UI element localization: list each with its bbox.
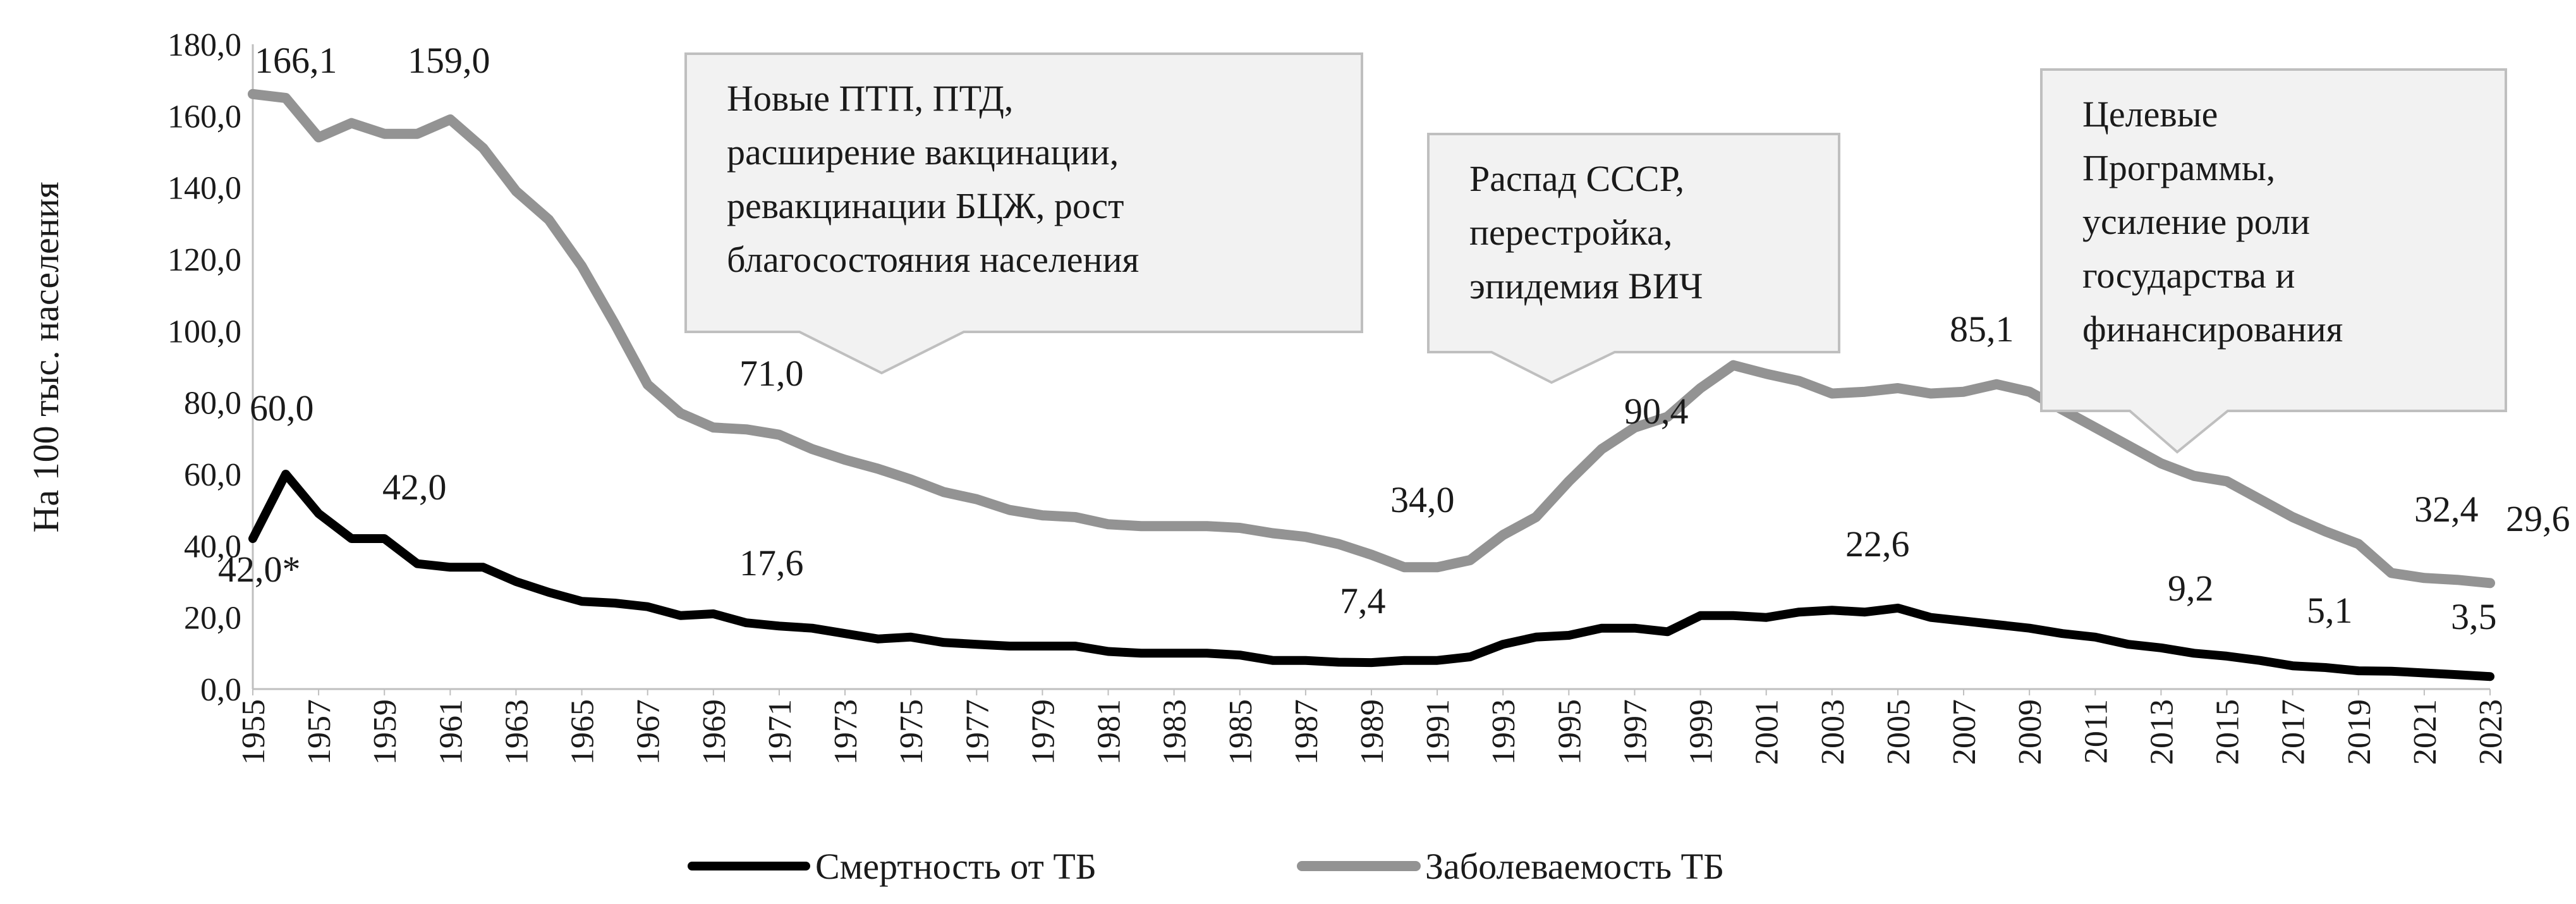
data-label: 5,1 [2307, 590, 2353, 631]
callout-text-line: благосостояния населения [727, 239, 1139, 280]
data-label: 71,0 [739, 353, 804, 394]
callout-ussr-collapse [1427, 133, 1840, 384]
x-tick-label: 1957 [301, 699, 337, 765]
y-tick-label: 140,0 [167, 171, 241, 207]
callout-text-line: Распад СССР, [1469, 158, 1684, 199]
y-axis-ticks: 0,0 20,0 40,0 60,0 80,0 100,0 120,0 140,0 160,0 1… [167, 27, 241, 708]
legend: Смертность от ТБ Заболеваемость ТБ [688, 846, 1724, 887]
data-label: 32,4 [2414, 489, 2479, 530]
x-tick-label: 2021 [2407, 699, 2443, 765]
x-tick-label: 1999 [1684, 699, 1720, 765]
callout-target-programs [2040, 68, 2507, 454]
x-tick-label: 1959 [367, 699, 403, 765]
x-tick-label: 2007 [1947, 699, 1983, 765]
x-tick-label: 2009 [2012, 699, 2048, 765]
callout-text-line: финансирования [2082, 308, 2343, 350]
callout-text-line: Целевые [2082, 94, 2218, 135]
x-tick-label: 2023 [2473, 699, 2509, 765]
callout-text-line: перестройка, [1469, 212, 1672, 253]
y-tick-label: 80,0 [184, 386, 241, 422]
x-tick-label: 1995 [1552, 699, 1588, 765]
x-tick-label: 1989 [1354, 699, 1390, 765]
x-tick-label: 1991 [1420, 699, 1456, 765]
x-tick-label: 2001 [1749, 699, 1785, 765]
x-axis-ticks: 1955 1957 1959 1961 1963 1965 1967 1969 1971 1973… [236, 689, 2509, 765]
x-tick-label: 1981 [1091, 699, 1127, 765]
x-tick-label: 2005 [1881, 699, 1917, 765]
y-tick-label: 40,0 [184, 528, 241, 565]
callout-text-line: расширение вакцинации, [727, 131, 1119, 173]
data-label: 9,2 [2168, 568, 2214, 609]
callout-text-line: усиление роли [2082, 201, 2310, 242]
x-tick-label: 1973 [828, 699, 864, 765]
x-tick-label: 1993 [1486, 699, 1522, 765]
data-label: 85,1 [1950, 308, 2014, 350]
data-labels: 166,1 159,0 71,0 34,0 90,4 85,1 32,4 29,6 42,0* 6… [218, 40, 2570, 637]
callout-text-line: Программы, [2082, 147, 2275, 188]
callout-new-drugs [684, 52, 1363, 375]
x-tick-label: 1985 [1223, 699, 1259, 765]
y-tick-label: 60,0 [184, 457, 241, 493]
x-tick-label: 2013 [2144, 699, 2180, 765]
data-label: 3,5 [2451, 596, 2497, 637]
data-label: 7,4 [1340, 580, 1386, 621]
y-axis-label: На 100 тыс. населения [25, 181, 66, 532]
x-tick-label: 2003 [1815, 699, 1851, 765]
y-tick-label: 20,0 [184, 601, 241, 637]
data-label: 90,4 [1624, 391, 1689, 432]
y-tick-label: 120,0 [167, 242, 241, 278]
x-tick-label: 1971 [762, 699, 798, 765]
data-label: 159,0 [408, 40, 490, 81]
data-label: 34,0 [1390, 479, 1455, 520]
callout-text-line: Новые ПТП, ПТД, [727, 78, 1013, 119]
y-tick-label: 180,0 [167, 27, 241, 63]
data-label: 42,0* [218, 549, 301, 590]
callout-text-line: ревакцинации БЦЖ, рост [727, 185, 1124, 226]
x-tick-label: 2015 [2210, 699, 2246, 765]
series-lines [248, 89, 2495, 681]
series-line-mortality [248, 470, 2494, 681]
callout-text-line: эпидемия ВИЧ [1469, 266, 1703, 307]
y-tick-label: 160,0 [167, 99, 241, 135]
x-tick-label: 2017 [2276, 699, 2312, 765]
data-label: 60,0 [250, 388, 314, 429]
x-tick-label: 1963 [499, 699, 535, 765]
x-tick-label: 1969 [696, 699, 732, 765]
x-tick-label: 1997 [1617, 699, 1653, 765]
x-tick-label: 1983 [1157, 699, 1193, 765]
data-label: 29,6 [2506, 498, 2570, 539]
data-label: 17,6 [739, 542, 804, 583]
legend-label: Смертность от ТБ [815, 846, 1097, 887]
x-tick-label: 1975 [894, 699, 930, 765]
y-tick-label: 0,0 [200, 672, 241, 708]
y-tick-label: 100,0 [167, 314, 241, 350]
data-label: 42,0 [382, 467, 447, 508]
x-tick-label: 1965 [565, 699, 601, 765]
data-label: 166,1 [255, 40, 337, 81]
callout-text-line: государства и [2082, 255, 2295, 296]
x-tick-label: 1967 [631, 699, 667, 765]
legend-label: Заболеваемость ТБ [1425, 846, 1724, 887]
x-tick-label: 1977 [959, 699, 995, 765]
x-tick-label: 1955 [236, 699, 272, 765]
series-line-incidence [248, 89, 2495, 589]
x-tick-label: 1987 [1289, 699, 1325, 765]
x-tick-label: 2019 [2342, 699, 2378, 765]
x-tick-label: 1961 [433, 699, 469, 765]
x-tick-label: 1979 [1025, 699, 1061, 765]
callouts: Новые ПТП, ПТД, расширение вакцинации, рев… [684, 52, 2507, 454]
data-label: 22,6 [1845, 523, 1910, 565]
x-tick-label: 2011 [2078, 699, 2114, 764]
